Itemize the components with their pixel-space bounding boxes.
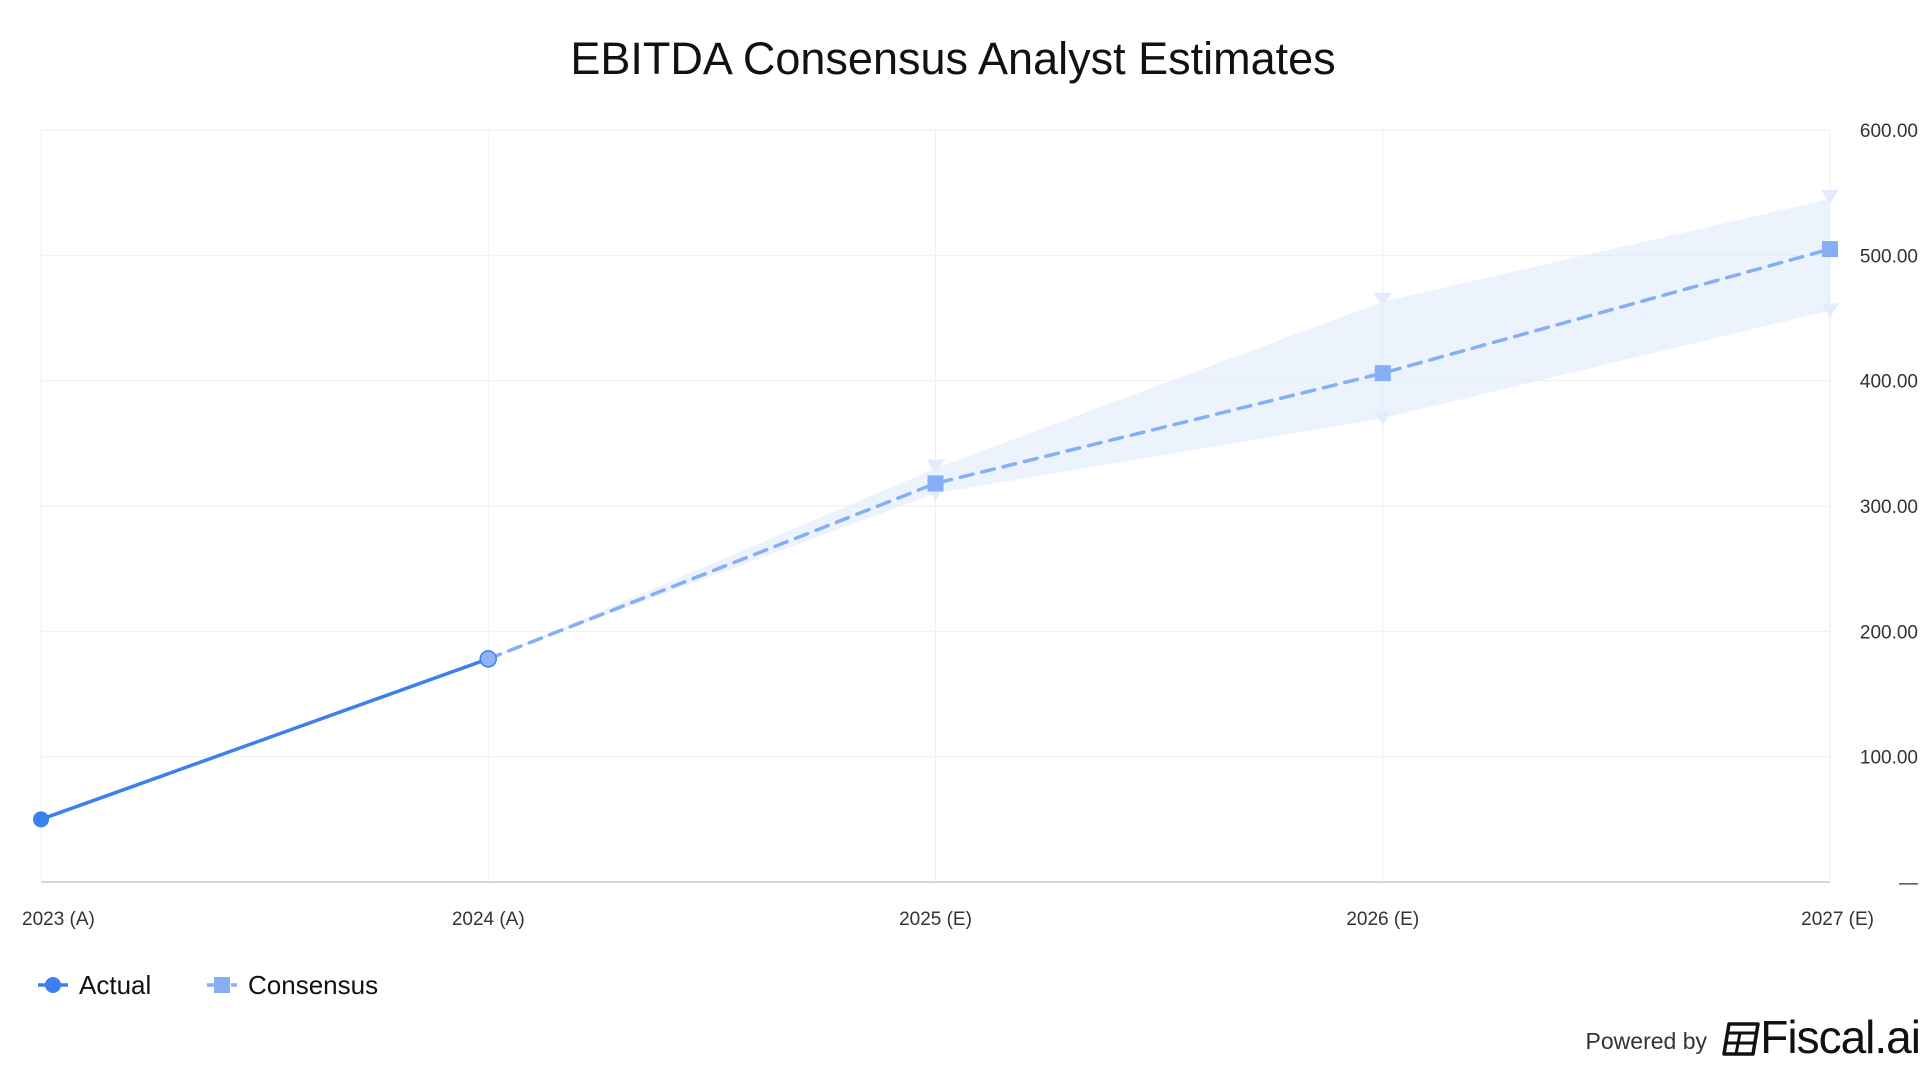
legend-item-consensus[interactable]: Consensus <box>207 970 378 1000</box>
actual-point <box>479 650 497 668</box>
y-tick-label: 600.00 <box>1860 121 1918 142</box>
y-axis-ticks: — 100.00 200.00 300.00 400.00 500.00 600.00 <box>1860 121 1918 894</box>
actual-series-line <box>39 657 490 822</box>
series-lines <box>39 247 1832 822</box>
fiscal-logo-icon <box>1722 1022 1760 1056</box>
y-tick-label: 300.00 <box>1860 497 1918 518</box>
consensus-point <box>927 475 944 492</box>
legend-label: Consensus <box>248 970 378 1000</box>
range-low-marker <box>1821 303 1839 318</box>
grid <box>40 129 1831 883</box>
legend: Actual Consensus <box>38 970 378 1000</box>
legend-item-actual[interactable]: Actual <box>38 970 151 1000</box>
powered-by-footer: Powered by Fiscal.ai <box>1320 1000 1920 1080</box>
consensus-series-line <box>486 247 1832 661</box>
y-tick-label: 100.00 <box>1860 748 1918 769</box>
x-tick-label: 2023 (A) <box>22 909 95 930</box>
y-tick-label: — <box>1899 873 1918 894</box>
x-tick-label: 2027 (E) <box>1801 909 1874 930</box>
y-tick-label: 400.00 <box>1860 372 1918 393</box>
actual-point <box>33 811 49 828</box>
range-high-marker <box>1821 189 1839 204</box>
legend-label: Actual <box>79 970 151 1000</box>
range-high-marker <box>1373 292 1392 307</box>
chart-title: EBITDA Consensus Analyst Estimates <box>570 33 1335 84</box>
range-low-marker <box>1373 411 1392 426</box>
y-tick-label: 500.00 <box>1860 246 1918 267</box>
y-tick-label: 200.00 <box>1860 622 1918 643</box>
consensus-point <box>1374 365 1391 382</box>
x-axis-ticks: 2023 (A) 2024 (A) 2025 (E) 2026 (E) 2027 (E) <box>22 909 1874 930</box>
series-markers <box>33 241 1838 828</box>
powered-by-label: Powered by <box>1585 1028 1707 1054</box>
x-tick-label: 2025 (E) <box>899 909 972 930</box>
x-tick-label: 2026 (E) <box>1346 909 1419 930</box>
legend-marker <box>214 977 230 993</box>
range-high-marker <box>926 459 945 474</box>
consensus-point <box>1822 241 1838 258</box>
estimate-range-band <box>488 189 1839 659</box>
x-tick-label: 2024 (A) <box>452 909 525 930</box>
brand-name[interactable]: Fiscal.ai <box>1760 1011 1920 1063</box>
legend-marker <box>45 977 61 993</box>
